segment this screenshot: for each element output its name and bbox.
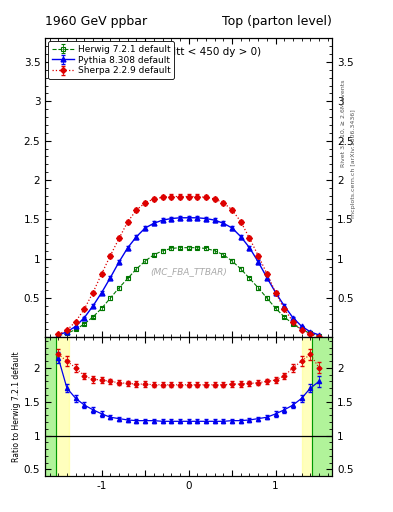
Text: (MC_FBA_TTBAR): (MC_FBA_TTBAR) xyxy=(150,267,227,276)
Bar xyxy=(45,337,57,476)
Text: y (t̅tbar) (Mtt < 450 dy > 0): y (t̅tbar) (Mtt < 450 dy > 0) xyxy=(117,48,261,57)
Text: Top (parton level): Top (parton level) xyxy=(222,15,332,28)
Text: Rivet 3.1.10, ≥ 2.6M events: Rivet 3.1.10, ≥ 2.6M events xyxy=(341,79,346,166)
Bar xyxy=(302,337,332,476)
Y-axis label: Ratio to Herwig 7.2.1 default: Ratio to Herwig 7.2.1 default xyxy=(12,351,21,462)
Text: mcplots.cern.ch [arXiv:1306.3436]: mcplots.cern.ch [arXiv:1306.3436] xyxy=(351,110,356,218)
Bar xyxy=(45,337,69,476)
Text: 1960 GeV ppbar: 1960 GeV ppbar xyxy=(45,15,147,28)
Legend: Herwig 7.2.1 default, Pythia 8.308 default, Sherpa 2.2.9 default: Herwig 7.2.1 default, Pythia 8.308 defau… xyxy=(48,41,174,79)
Bar xyxy=(312,337,332,476)
